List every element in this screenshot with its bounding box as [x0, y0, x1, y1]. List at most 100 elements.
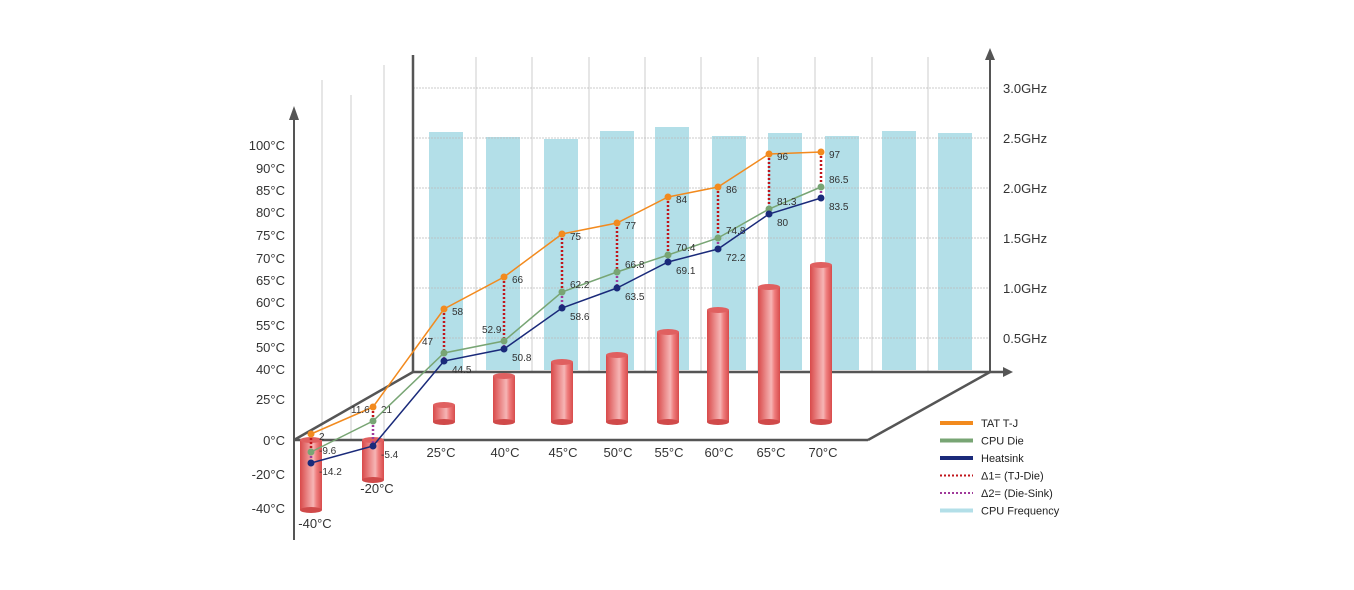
left-axis-tick: 65°C [256, 273, 285, 288]
data-label: 58 [452, 307, 464, 318]
data-label: 74.8 [726, 226, 746, 237]
left-axis-tick: -20°C [252, 467, 285, 482]
data-point [817, 183, 825, 191]
ambient-cylinder [606, 355, 628, 422]
ambient-cylinder-base [758, 419, 780, 425]
data-point [500, 337, 508, 345]
ambient-cylinder [657, 332, 679, 422]
ambient-cylinder [551, 362, 573, 422]
ambient-cylinder-base [707, 419, 729, 425]
frequency-bar [938, 133, 972, 370]
data-point [817, 148, 825, 156]
category-label: 60°C [704, 445, 733, 460]
legend-label: Δ1= (TJ-Die) [981, 471, 1044, 483]
ambient-cylinder [433, 405, 455, 422]
data-point [664, 251, 672, 259]
right-axis-tick: 1.0GHz [1003, 281, 1047, 296]
ambient-cylinder-base [657, 419, 679, 425]
data-point [500, 345, 508, 353]
ambient-cylinder [758, 287, 780, 422]
right-axis-tick: 2.5GHz [1003, 131, 1047, 146]
ambient-cylinder-top [758, 284, 780, 290]
data-point [369, 403, 377, 411]
series-line-1 [310, 186, 822, 453]
ambient-cylinder-base [300, 507, 322, 513]
right-axis-arrow [985, 48, 995, 60]
data-label: 72.2 [726, 253, 746, 264]
data-label: 11.6 [351, 405, 370, 416]
data-point [613, 219, 621, 227]
data-label: 62.2 [570, 280, 590, 291]
data-point [440, 305, 448, 313]
data-point [714, 183, 722, 191]
data-label: 80 [777, 218, 789, 229]
category-label: 25°C [426, 445, 455, 460]
data-label: 58.6 [570, 312, 590, 323]
data-label: -5.4 [381, 450, 399, 461]
legend-label: CPU Frequency [981, 506, 1060, 518]
series-line-2 [310, 197, 822, 464]
data-point [714, 245, 722, 253]
data-point [613, 268, 621, 276]
category-label: 40°C [490, 445, 519, 460]
data-point [500, 273, 508, 281]
data-label: -9.6 [319, 446, 337, 457]
legend-label: TAT T-J [981, 418, 1018, 430]
data-label: 83.5 [829, 202, 849, 213]
left-axis-tick: 70°C [256, 251, 285, 266]
category-label: -40°C [298, 516, 331, 531]
data-label: 84 [676, 195, 688, 206]
ambient-cylinder-top [433, 402, 455, 408]
ambient-cylinder-top [551, 359, 573, 365]
data-point [440, 357, 448, 365]
left-axis-tick: 0°C [263, 433, 285, 448]
left-axis-tick: 80°C [256, 205, 285, 220]
right-axis-tick: 3.0GHz [1003, 81, 1047, 96]
ambient-cylinder-top [657, 329, 679, 335]
data-label: 2 [319, 432, 325, 443]
data-label: 52.9 [482, 325, 502, 336]
left-axis-arrow [289, 106, 299, 120]
data-label: 81.3 [777, 197, 797, 208]
right-axis-tick: 0.5GHz [1003, 331, 1047, 346]
data-label: 70.4 [676, 243, 696, 254]
data-label: 66 [512, 275, 524, 286]
ambient-cylinder-base [606, 419, 628, 425]
right-axis-tick: 1.5GHz [1003, 231, 1047, 246]
data-point [558, 230, 566, 238]
data-label: 50.8 [512, 353, 532, 364]
data-point [307, 448, 315, 456]
left-axis-tick: 90°C [256, 161, 285, 176]
ambient-cylinder [493, 376, 515, 422]
right-axis-tick: 2.0GHz [1003, 181, 1047, 196]
data-point [307, 430, 315, 438]
data-label: 44.5 [452, 365, 472, 376]
series-line-0 [310, 151, 822, 435]
data-label: -14.2 [319, 467, 342, 478]
data-label: 86.5 [829, 175, 849, 186]
data-label: 97 [829, 150, 841, 161]
ambient-cylinder [707, 310, 729, 422]
ambient-cylinder [810, 265, 832, 422]
data-point [307, 459, 315, 467]
data-point [765, 210, 773, 218]
data-label: 86 [726, 185, 738, 196]
category-label: 65°C [756, 445, 785, 460]
floor-left-edge [293, 370, 414, 442]
data-label: 63.5 [625, 292, 645, 303]
data-label: 21 [381, 405, 393, 416]
ambient-cylinder [362, 440, 384, 480]
frequency-bar [882, 131, 916, 370]
back-axis-arrow [1003, 367, 1013, 377]
ambient-cylinder-top [493, 373, 515, 379]
category-label: -20°C [360, 481, 393, 496]
legend-label: Heatsink [981, 453, 1024, 465]
ambient-cylinder-base [362, 477, 384, 483]
left-axis-tick: 60°C [256, 295, 285, 310]
category-label: 50°C [603, 445, 632, 460]
data-label: 96 [777, 152, 789, 163]
ambient-cylinder [300, 440, 322, 510]
left-axis-tick: 55°C [256, 318, 285, 333]
ambient-cylinder-base [433, 419, 455, 425]
